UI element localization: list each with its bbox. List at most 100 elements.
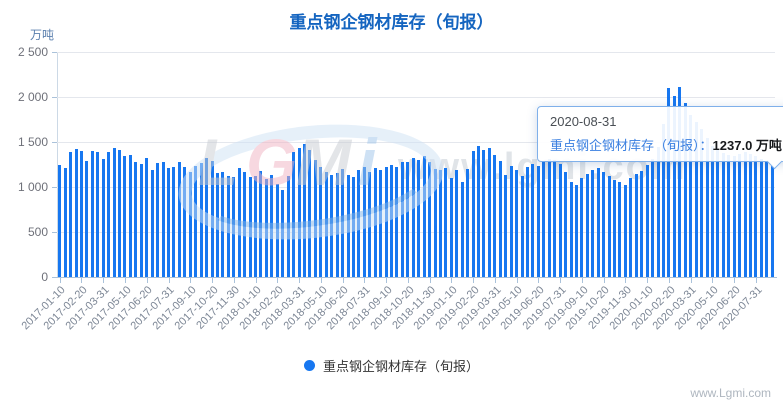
bar[interactable] (390, 165, 394, 277)
bar[interactable] (672, 96, 676, 277)
bar[interactable] (351, 176, 355, 277)
bar[interactable] (645, 164, 649, 277)
bar[interactable] (721, 152, 725, 277)
bar[interactable] (536, 165, 540, 277)
bar[interactable] (156, 163, 160, 277)
bar[interactable] (411, 158, 415, 277)
bar[interactable] (547, 159, 551, 277)
bar[interactable] (259, 170, 263, 277)
bar[interactable] (585, 173, 589, 277)
bar[interactable] (444, 168, 448, 277)
bar[interactable] (205, 158, 209, 277)
bar[interactable] (74, 148, 78, 277)
bar[interactable] (580, 178, 584, 277)
bar[interactable] (264, 178, 268, 277)
bar[interactable] (232, 177, 236, 277)
bar[interactable] (526, 167, 529, 277)
bar[interactable] (150, 169, 154, 277)
bar[interactable] (455, 169, 459, 277)
bar[interactable] (498, 160, 502, 277)
bar[interactable] (281, 190, 285, 277)
bar[interactable] (161, 162, 165, 277)
bar[interactable] (661, 124, 665, 277)
bar[interactable] (395, 167, 399, 277)
bar[interactable] (678, 87, 682, 277)
bar[interactable] (357, 169, 361, 277)
bar[interactable] (558, 163, 562, 277)
bar[interactable] (58, 164, 62, 277)
bar[interactable] (243, 172, 247, 277)
bar[interactable] (341, 169, 345, 277)
bar[interactable] (319, 167, 323, 277)
bar[interactable] (302, 144, 306, 277)
bar[interactable] (79, 150, 83, 277)
bar[interactable] (199, 163, 203, 277)
bar[interactable] (335, 172, 339, 277)
bar[interactable] (384, 167, 388, 277)
bar[interactable] (754, 155, 758, 277)
bar[interactable] (710, 145, 714, 277)
bar[interactable] (69, 151, 73, 277)
bar[interactable] (656, 146, 660, 277)
bar[interactable] (634, 174, 638, 277)
bar[interactable] (689, 115, 693, 277)
bar[interactable] (651, 159, 655, 277)
bar[interactable] (346, 174, 350, 277)
bar[interactable] (591, 169, 595, 277)
bar[interactable] (623, 184, 627, 277)
bar[interactable] (700, 129, 704, 277)
bar[interactable] (107, 151, 111, 277)
bar[interactable] (705, 138, 709, 277)
bar[interactable] (515, 169, 519, 277)
bar[interactable] (90, 150, 94, 277)
bar[interactable] (564, 171, 568, 277)
bar[interactable] (96, 151, 100, 277)
bar[interactable] (308, 149, 312, 277)
bar[interactable] (629, 178, 633, 277)
bar[interactable] (292, 151, 296, 277)
bar[interactable] (177, 161, 181, 277)
bar[interactable] (275, 184, 279, 277)
bar[interactable] (738, 154, 742, 277)
bar[interactable] (101, 159, 105, 277)
bar[interactable] (167, 168, 170, 277)
bar[interactable] (286, 175, 290, 277)
bar[interactable] (683, 102, 687, 277)
bar[interactable] (210, 160, 214, 277)
bar[interactable] (487, 147, 491, 277)
bar[interactable] (362, 167, 366, 277)
bar[interactable] (221, 171, 225, 277)
bar[interactable] (466, 169, 470, 277)
bar[interactable] (172, 167, 176, 277)
bar[interactable] (542, 160, 546, 277)
bar[interactable] (324, 171, 328, 277)
bar[interactable] (145, 158, 149, 277)
bar[interactable] (531, 164, 535, 277)
bar[interactable] (313, 159, 317, 277)
bar[interactable] (379, 169, 383, 277)
bar[interactable] (330, 174, 334, 277)
bar[interactable] (422, 155, 426, 277)
bar[interactable] (667, 88, 671, 277)
bar[interactable] (433, 169, 437, 277)
bar[interactable] (765, 161, 769, 277)
bar[interactable] (237, 168, 241, 277)
bar[interactable] (438, 169, 442, 277)
bar[interactable] (400, 162, 404, 277)
bar[interactable] (504, 174, 508, 277)
bar[interactable] (574, 184, 578, 277)
bar[interactable] (254, 175, 258, 277)
bar[interactable] (694, 122, 698, 277)
bar[interactable] (607, 176, 611, 277)
bar[interactable] (743, 151, 747, 277)
bar[interactable] (477, 145, 481, 277)
bar[interactable] (520, 175, 524, 277)
bar[interactable] (596, 168, 600, 277)
legend[interactable]: 重点钢企钢材库存（旬报） (0, 356, 783, 375)
bar[interactable] (749, 153, 753, 277)
bar[interactable] (759, 159, 763, 277)
bar[interactable] (471, 150, 475, 277)
bar[interactable] (215, 173, 219, 277)
bar[interactable] (112, 147, 116, 277)
bar[interactable] (716, 150, 720, 277)
